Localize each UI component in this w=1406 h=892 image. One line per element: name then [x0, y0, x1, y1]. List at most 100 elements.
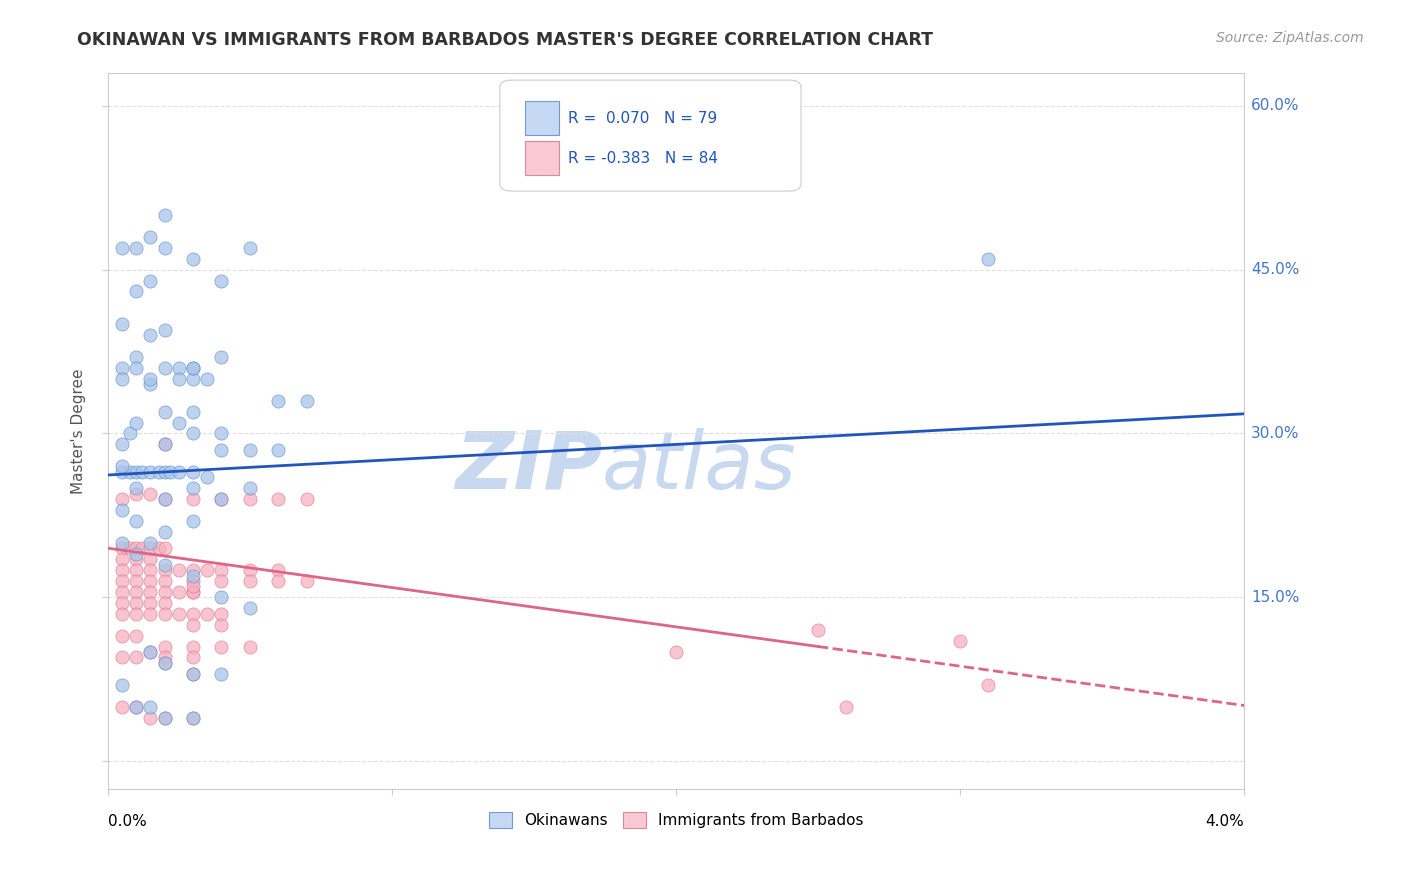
Point	[209, 274, 232, 288]
Point	[209, 574, 232, 588]
Point	[139, 585, 162, 599]
Point	[195, 607, 218, 621]
Point	[153, 558, 176, 572]
Point	[209, 491, 232, 506]
Point	[239, 601, 262, 615]
Point	[125, 486, 148, 500]
FancyBboxPatch shape	[499, 80, 801, 191]
Point	[181, 650, 204, 665]
Point	[111, 596, 134, 610]
Point	[807, 623, 830, 637]
Point	[239, 442, 262, 457]
Point	[111, 552, 134, 566]
Point	[167, 607, 190, 621]
Text: R =  0.070   N = 79: R = 0.070 N = 79	[568, 111, 717, 126]
Point	[111, 437, 134, 451]
Text: ZIP: ZIP	[454, 427, 602, 506]
Point	[111, 541, 134, 556]
Text: 60.0%: 60.0%	[1251, 98, 1299, 113]
Point	[181, 481, 204, 495]
Point	[125, 596, 148, 610]
Point	[111, 650, 134, 665]
Point	[125, 563, 148, 577]
Point	[111, 699, 134, 714]
Point	[181, 360, 204, 375]
Point	[111, 360, 134, 375]
Point	[167, 585, 190, 599]
Point	[977, 678, 1000, 692]
Point	[153, 574, 176, 588]
Point	[125, 629, 148, 643]
Point	[111, 678, 134, 692]
Point	[125, 541, 148, 556]
Point	[239, 640, 262, 654]
Point	[139, 465, 162, 479]
Point	[239, 481, 262, 495]
Point	[131, 541, 153, 556]
Point	[139, 645, 162, 659]
Point	[295, 393, 318, 408]
Point	[125, 650, 148, 665]
Y-axis label: Master's Degree: Master's Degree	[72, 368, 86, 493]
Point	[239, 574, 262, 588]
Point	[181, 360, 204, 375]
Point	[111, 585, 134, 599]
Point	[125, 285, 148, 299]
Point	[148, 541, 170, 556]
Point	[153, 710, 176, 724]
Point	[153, 404, 176, 418]
Point	[153, 323, 176, 337]
Point	[125, 465, 148, 479]
Point	[139, 574, 162, 588]
Text: 4.0%: 4.0%	[1205, 814, 1244, 829]
Point	[139, 699, 162, 714]
Point	[181, 404, 204, 418]
Point	[125, 416, 148, 430]
FancyBboxPatch shape	[524, 141, 560, 176]
Point	[153, 465, 176, 479]
Point	[181, 710, 204, 724]
Point	[209, 426, 232, 441]
Point	[159, 465, 181, 479]
Point	[139, 372, 162, 386]
Point	[835, 699, 858, 714]
Point	[139, 552, 162, 566]
Point	[125, 350, 148, 364]
Point	[181, 607, 204, 621]
Point	[167, 563, 190, 577]
Point	[209, 591, 232, 605]
Point	[181, 585, 204, 599]
Point	[181, 710, 204, 724]
Point	[153, 656, 176, 670]
Point	[239, 241, 262, 255]
Point	[181, 666, 204, 681]
Point	[181, 579, 204, 593]
Point	[153, 585, 176, 599]
Point	[181, 465, 204, 479]
Point	[111, 503, 134, 517]
Point	[181, 617, 204, 632]
Point	[148, 465, 170, 479]
Point	[209, 617, 232, 632]
Point	[125, 552, 148, 566]
Text: atlas: atlas	[602, 427, 797, 506]
Point	[153, 437, 176, 451]
Point	[139, 377, 162, 392]
Point	[153, 360, 176, 375]
Legend: Okinawans, Immigrants from Barbados: Okinawans, Immigrants from Barbados	[482, 806, 869, 835]
Point	[111, 607, 134, 621]
Point	[153, 491, 176, 506]
Point	[125, 585, 148, 599]
Point	[295, 574, 318, 588]
Point	[181, 568, 204, 582]
FancyBboxPatch shape	[524, 101, 560, 136]
Point	[139, 328, 162, 343]
Text: 0.0%: 0.0%	[108, 814, 146, 829]
Point	[181, 666, 204, 681]
Point	[139, 486, 162, 500]
Point	[239, 563, 262, 577]
Point	[153, 656, 176, 670]
Point	[120, 426, 142, 441]
Point	[111, 491, 134, 506]
Point	[181, 574, 204, 588]
